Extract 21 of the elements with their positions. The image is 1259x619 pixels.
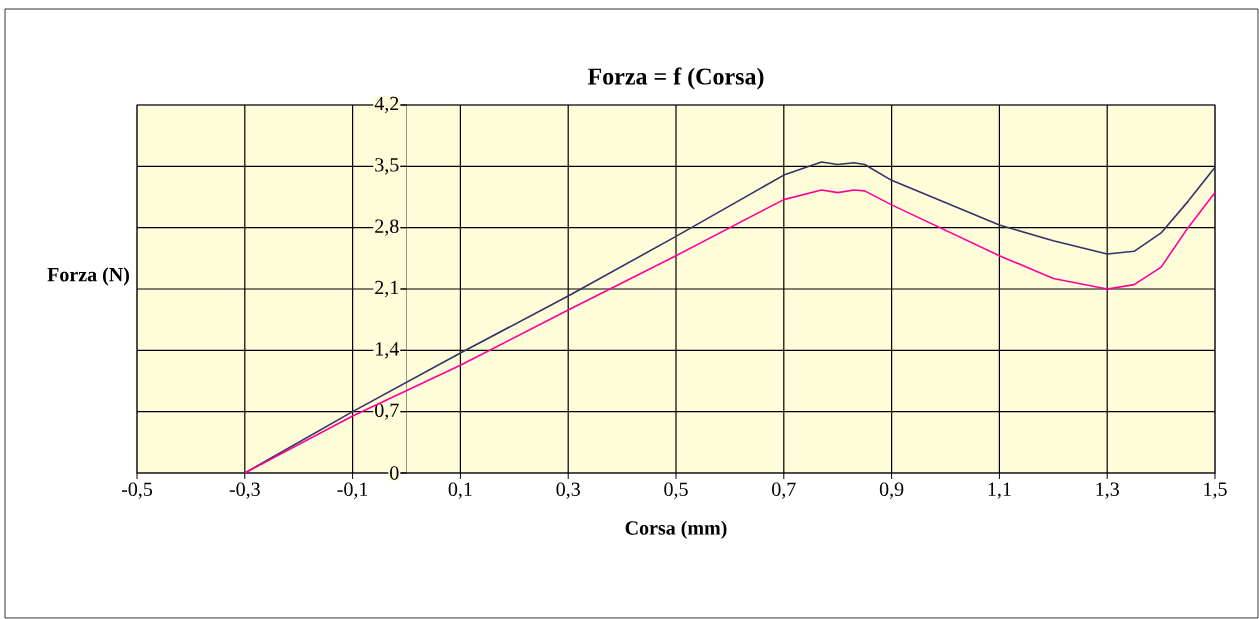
y-tick-label: 0 (390, 466, 399, 480)
x-tick-label: 0,9 (879, 482, 904, 499)
y-tick-label: 0,7 (375, 403, 399, 420)
y-tick-label: 3,5 (375, 158, 399, 175)
x-tick-label: -0,3 (229, 482, 260, 499)
x-tick-label: 1,3 (1096, 482, 1119, 499)
y-tick-label: 2,1 (375, 280, 399, 298)
y-tick-label: 4,2 (374, 96, 399, 114)
y-tick-label: 1,4 (376, 342, 399, 359)
x-tick-label: -0,5 (121, 482, 153, 499)
x-tick-label: 0,3 (556, 482, 580, 499)
x-tick-label: 1,5 (1204, 482, 1227, 499)
chart-title: Forza = f (Corsa) (587, 67, 764, 90)
y-axis-title: Forza (N) (47, 267, 129, 286)
x-tick-label: 0,1 (448, 482, 472, 499)
x-axis-title: Corsa (mm) (625, 520, 727, 539)
x-tick-label: -0,1 (337, 482, 368, 499)
x-tick-label: 1,1 (988, 482, 1011, 499)
x-tick-label: 0,7 (772, 482, 796, 499)
x-tick-label: 0,5 (664, 482, 688, 499)
y-tick-label: 2,8 (375, 219, 399, 236)
